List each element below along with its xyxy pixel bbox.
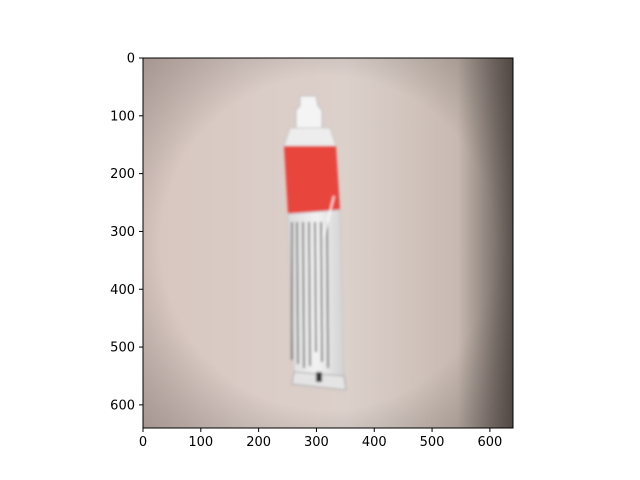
y-tick-label: 0 xyxy=(127,52,135,67)
tube-shoulder xyxy=(283,127,337,147)
tube-crimp-mark xyxy=(316,372,322,382)
y-tick-label: 100 xyxy=(110,109,135,124)
y-tick-label: 300 xyxy=(110,225,135,240)
axes-frame xyxy=(142,57,514,429)
x-tick-label: 100 xyxy=(188,435,213,450)
y-tick-label: 600 xyxy=(110,398,135,413)
toothpaste-tube xyxy=(283,95,347,391)
x-tick-label: 300 xyxy=(304,435,329,450)
x-tick-label: 200 xyxy=(246,435,271,450)
x-tick-label: 600 xyxy=(477,435,502,450)
y-tick-label: 500 xyxy=(110,341,135,356)
tube-print-lines xyxy=(291,221,329,369)
tube-red-band xyxy=(284,146,340,214)
tube-highlight xyxy=(323,195,335,237)
x-tick-label: 400 xyxy=(362,435,387,450)
y-tick-label: 400 xyxy=(110,283,135,298)
y-axis: 0 100 200 300 400 500 600 xyxy=(110,52,143,413)
y-tick-label: 200 xyxy=(110,167,135,182)
x-axis: 0 100 200 300 400 500 600 xyxy=(139,428,502,450)
photo xyxy=(143,58,513,428)
x-tick-label: 0 xyxy=(139,435,147,450)
x-tick-label: 500 xyxy=(420,435,445,450)
